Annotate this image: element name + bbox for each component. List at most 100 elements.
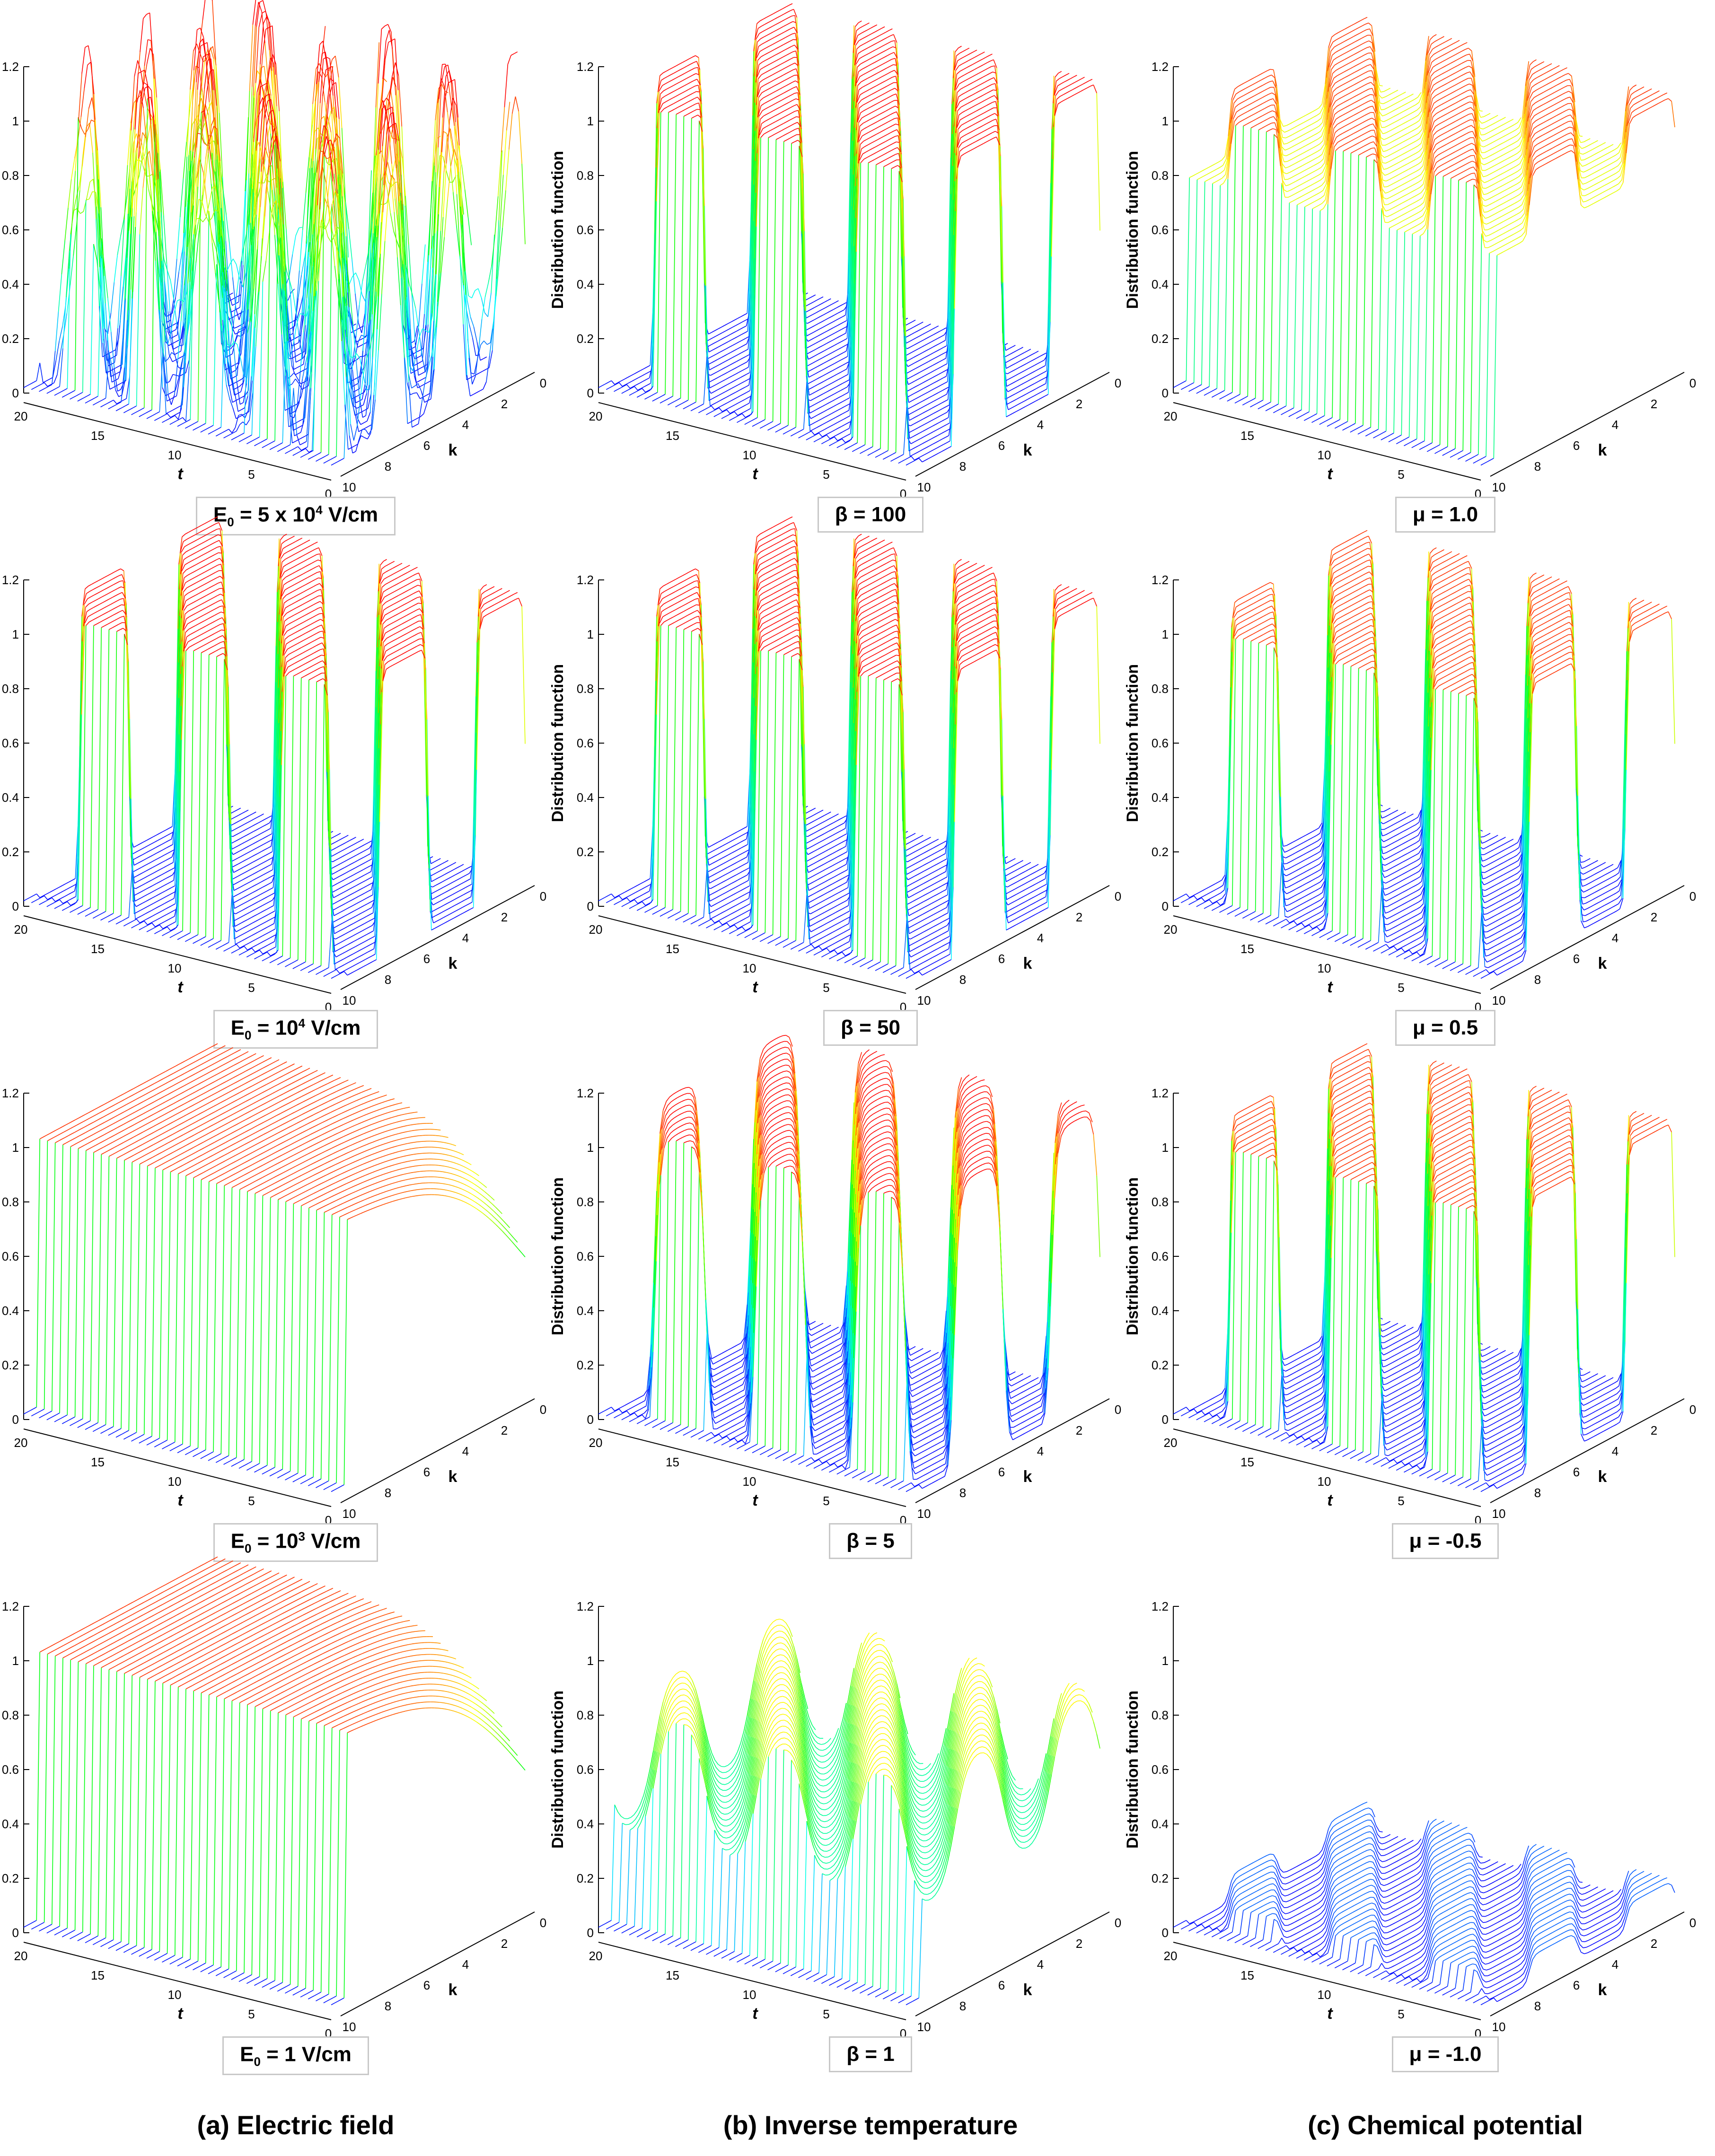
mesh-segment: [897, 147, 901, 152]
mesh-segment: [938, 354, 942, 357]
mesh-segment: [917, 408, 921, 411]
mesh-segment: [114, 368, 118, 392]
mesh-segment: [666, 69, 670, 72]
mesh-segment: [231, 427, 236, 433]
mesh-segment: [941, 383, 945, 386]
mesh-segment: [632, 391, 636, 394]
mesh-segment: [1018, 354, 1021, 357]
mesh-segment: [820, 393, 824, 396]
mesh-segment: [196, 95, 201, 148]
mesh-segment: [827, 359, 831, 362]
mesh-segment: [353, 397, 358, 418]
mesh-segment: [778, 82, 782, 85]
mesh-segment: [895, 88, 898, 92]
mesh-segment: [669, 67, 673, 70]
mesh-segment: [924, 392, 929, 394]
mesh-segment: [727, 400, 731, 403]
mesh-segment: [876, 132, 880, 135]
mesh-segment: [826, 402, 829, 405]
mesh-segment: [381, 59, 386, 101]
mesh-segment: [930, 401, 934, 403]
mesh-segment: [390, 88, 394, 111]
mesh-segment: [735, 354, 739, 357]
t-axis-line: [598, 402, 906, 481]
mesh-segment: [1023, 363, 1027, 366]
mesh-segment: [175, 272, 179, 298]
mesh-segment: [207, 58, 211, 61]
mesh-segment: [845, 392, 849, 394]
mesh-segment: [816, 328, 820, 331]
mesh-segment: [871, 123, 874, 126]
mesh-segment: [817, 413, 821, 416]
mesh-segment: [624, 377, 628, 380]
mesh-segment: [1020, 352, 1025, 355]
mesh-segment: [168, 352, 172, 359]
mesh-segment: [829, 444, 833, 447]
mesh-segment: [78, 117, 82, 129]
mesh-segment: [1006, 353, 1011, 357]
mesh-segment: [154, 142, 158, 212]
mesh-segment: [892, 58, 896, 60]
mesh-segment: [157, 153, 162, 212]
mesh-segment: [391, 175, 395, 180]
mesh-segment: [362, 373, 367, 390]
mesh-segment: [794, 44, 798, 50]
mesh-segment: [823, 434, 827, 438]
mesh-segment: [819, 309, 823, 312]
mesh-segment: [713, 414, 717, 417]
mesh-segment: [208, 210, 213, 243]
mesh-segment: [1015, 373, 1019, 377]
mesh-segment: [929, 426, 932, 429]
mesh-segment: [1021, 388, 1026, 391]
mesh-segment: [110, 332, 115, 369]
mesh-segment: [217, 144, 221, 208]
mesh-segment: [860, 451, 863, 454]
mesh-segment: [302, 363, 306, 380]
mesh-segment: [368, 229, 372, 283]
mesh-segment: [237, 344, 241, 359]
mesh-segment: [496, 226, 501, 279]
mesh-segment: [717, 412, 721, 416]
mesh-segment: [435, 214, 439, 275]
mesh-segment: [196, 218, 200, 219]
mesh-segment: [224, 288, 228, 356]
mesh-segment: [859, 74, 863, 77]
mesh-segment: [915, 427, 918, 430]
mesh-segment: [624, 389, 628, 392]
mesh-segment: [193, 29, 198, 70]
mesh-segment: [678, 92, 683, 95]
mesh-segment: [910, 326, 914, 330]
mesh-segment: [228, 362, 232, 375]
mesh-segment: [884, 152, 888, 155]
mesh-segment: [428, 356, 432, 368]
mesh-segment: [832, 320, 836, 323]
mesh-segment: [870, 87, 873, 90]
mesh-segment: [107, 298, 112, 332]
mesh-segment: [815, 420, 819, 423]
mesh-segment: [783, 121, 787, 124]
mesh-segment: [828, 365, 832, 368]
mesh-segment: [299, 379, 303, 403]
mesh-segment: [946, 440, 950, 443]
mesh-segment: [185, 155, 190, 207]
mesh-segment: [79, 392, 83, 394]
mesh-segment: [882, 457, 887, 460]
mesh-segment: [331, 463, 335, 466]
mesh-segment: [1058, 71, 1062, 74]
mesh-segment: [1016, 397, 1020, 400]
mesh-segment: [182, 417, 186, 422]
mesh-segment: [681, 103, 685, 106]
mesh-segment: [437, 272, 442, 307]
mesh-segment: [389, 77, 394, 98]
mesh-segment: [796, 86, 800, 95]
mesh-segment: [817, 364, 821, 367]
mesh-segment: [422, 325, 426, 361]
mesh-segment: [1060, 94, 1064, 97]
mesh-segment: [746, 372, 750, 375]
mesh-segment: [803, 382, 808, 429]
mesh-segment: [912, 398, 915, 401]
mesh-segment: [71, 171, 76, 222]
mesh-segment: [395, 123, 400, 141]
mesh-segment: [921, 327, 925, 330]
mesh-segment: [211, 430, 215, 433]
